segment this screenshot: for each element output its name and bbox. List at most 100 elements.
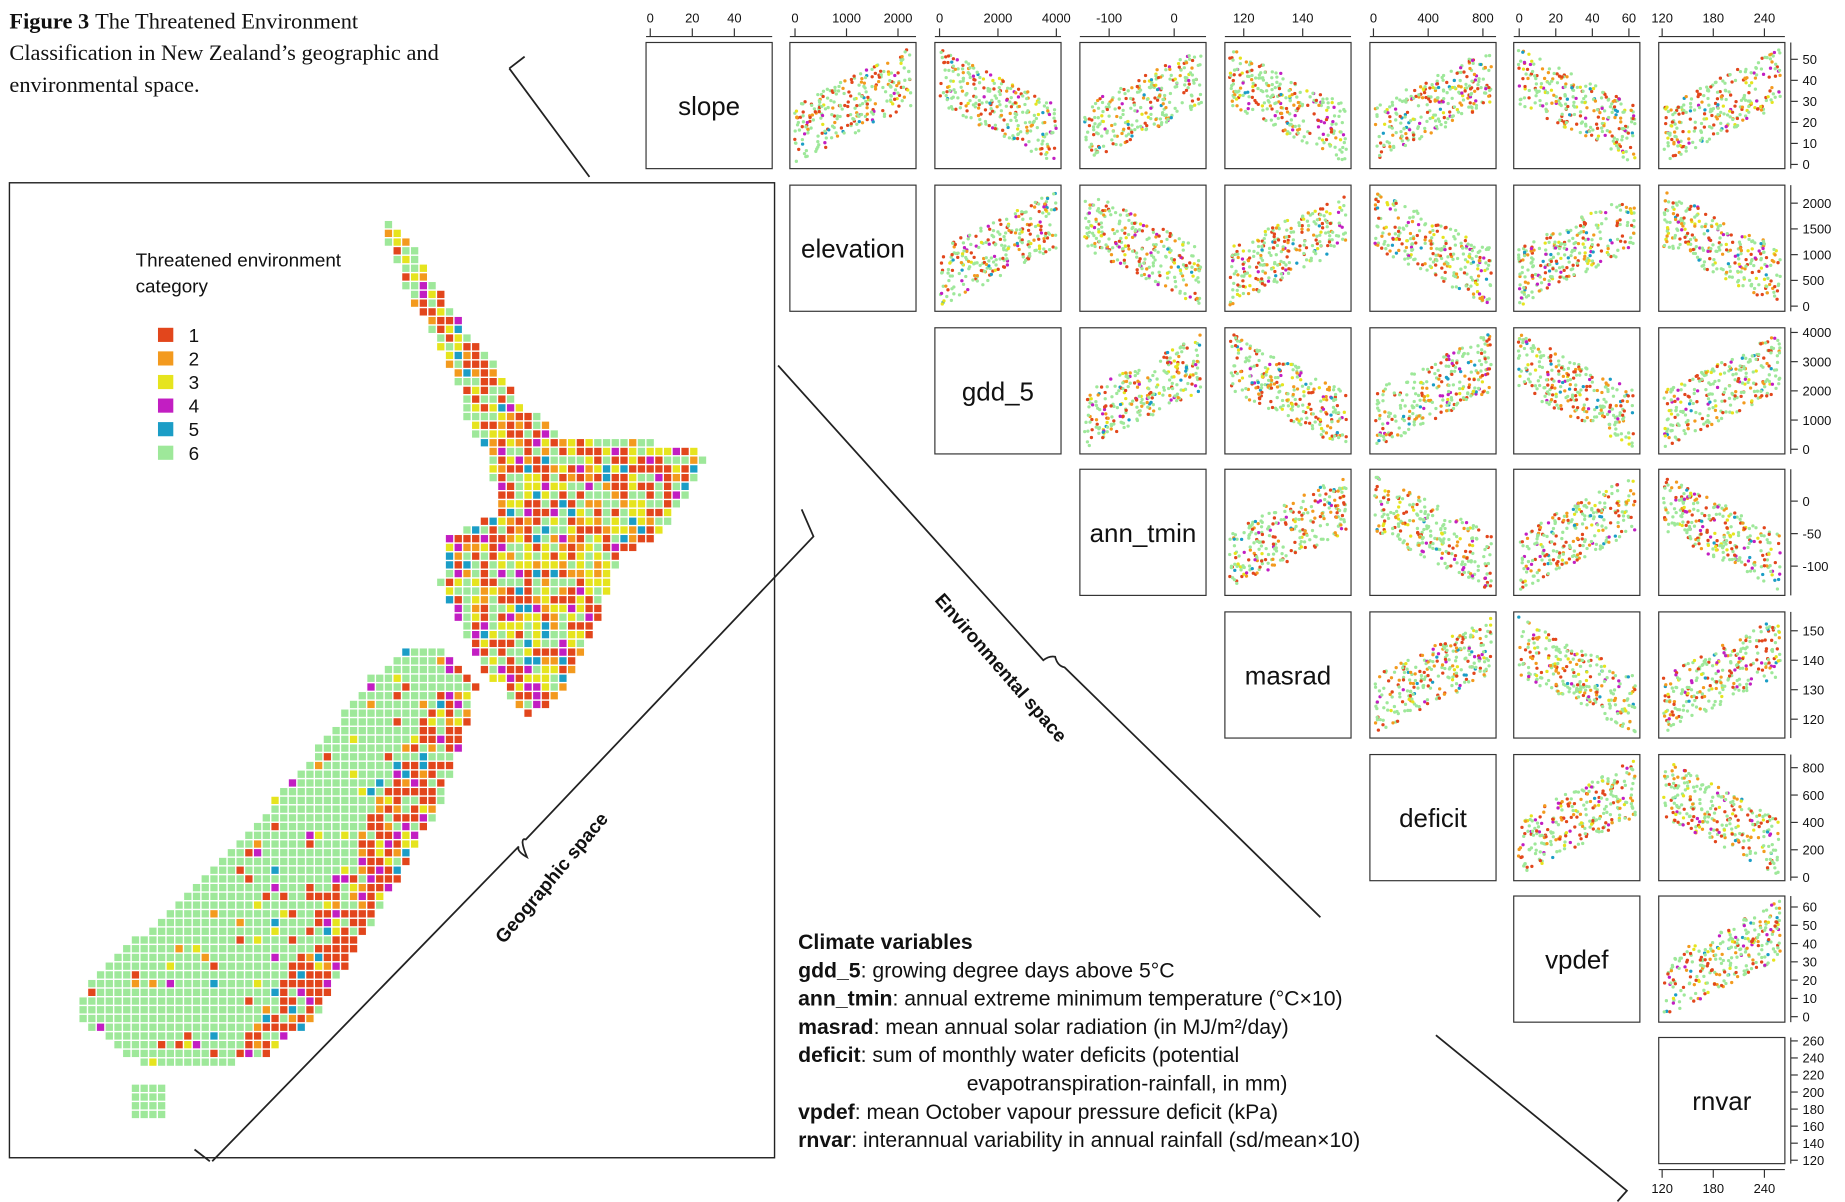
map-cell (263, 823, 270, 830)
scatter-point (1024, 121, 1027, 124)
scatter-point (1667, 200, 1670, 203)
map-cell (332, 727, 339, 734)
scatter-point (1598, 230, 1601, 233)
scatter-point (1627, 131, 1630, 134)
map-cell (263, 919, 270, 926)
map-cell (472, 413, 479, 420)
scatter-point (1317, 119, 1320, 122)
map-cell (533, 500, 540, 507)
scatter-point (902, 86, 905, 89)
map-cell (315, 779, 322, 786)
map-cell (359, 814, 366, 821)
scatter-point (1678, 121, 1681, 124)
map-cell (577, 439, 584, 446)
scatter-point (1680, 202, 1683, 205)
scatter-point (854, 131, 857, 134)
map-cell (542, 683, 549, 690)
scatter-point (1388, 115, 1391, 118)
scatter-point (1631, 134, 1634, 137)
map-cell (411, 282, 418, 289)
scatter-point (1699, 129, 1702, 132)
map-cell (332, 788, 339, 795)
map-cell (437, 317, 444, 324)
scatter-point (1185, 283, 1188, 286)
scatter-point (1726, 113, 1729, 116)
map-cell (446, 727, 453, 734)
scatter-point (1762, 73, 1765, 76)
map-cell (367, 771, 374, 778)
scatter-point (820, 105, 823, 108)
map-cell (463, 614, 470, 621)
scatter-point (1680, 222, 1683, 225)
map-cell (315, 744, 322, 751)
scatter-point (1773, 51, 1776, 54)
map-cell (280, 901, 287, 908)
scatter-point (1267, 276, 1270, 279)
map-cell (175, 1050, 182, 1057)
map-cell (542, 692, 549, 699)
scatter-point (1054, 201, 1057, 204)
scatter-point (1000, 109, 1003, 112)
map-cell (472, 387, 479, 394)
scatter-point (806, 121, 809, 124)
scatter-point (1559, 271, 1562, 274)
map-cell (332, 971, 339, 978)
map-cell (280, 1024, 287, 1031)
scatter-point (1705, 86, 1708, 89)
scatter-point (1325, 97, 1328, 100)
map-cell (577, 596, 584, 603)
map-cell (315, 989, 322, 996)
scatter-point (1476, 83, 1479, 86)
scatter-point (1706, 140, 1709, 143)
scatter-point (1033, 95, 1036, 98)
scatter-point (1267, 280, 1270, 283)
scatter-point (1231, 100, 1234, 103)
scatter-point (1376, 192, 1379, 195)
scatter-point (960, 268, 963, 271)
map-cell (489, 474, 496, 481)
map-cell (367, 814, 374, 821)
map-cell (123, 963, 130, 970)
scatter-point (1302, 252, 1305, 255)
scatter-point (823, 130, 826, 133)
map-cell (629, 448, 636, 455)
scatter-point (1289, 98, 1292, 101)
scatter-point (1140, 128, 1143, 131)
scatter-point (993, 255, 996, 258)
map-cell (254, 849, 261, 856)
scatter-point (1381, 231, 1384, 234)
map-cell (106, 997, 113, 1004)
map-cell (263, 840, 270, 847)
scatter-point (858, 92, 861, 95)
scatter-point (980, 269, 983, 272)
scatter-point (1530, 60, 1533, 63)
map-cell (341, 753, 348, 760)
map-cell (367, 710, 374, 717)
scatter-point (1326, 244, 1329, 247)
map-cell (498, 448, 505, 455)
map-cell (690, 457, 697, 464)
scatter-point (1325, 118, 1328, 121)
scatter-point (1331, 101, 1334, 104)
map-cell (324, 980, 331, 987)
scatter-point (952, 57, 955, 60)
map-cell (585, 596, 592, 603)
map-cell (298, 971, 305, 978)
scatter-point (1687, 142, 1690, 145)
map-cell (559, 579, 566, 586)
map-cell (411, 710, 418, 717)
scatter-point (1585, 231, 1588, 234)
scatter-point (1395, 202, 1398, 205)
scatter-point (1293, 92, 1296, 95)
scatter-point (1694, 126, 1697, 129)
scatter-point (1625, 150, 1628, 153)
map-cell (603, 457, 610, 464)
scatter-point (1281, 267, 1284, 270)
map-cell (376, 727, 383, 734)
scatter-point (1472, 292, 1475, 295)
scatter-point (1544, 271, 1547, 274)
map-cell (481, 587, 488, 594)
scatter-point (1159, 117, 1162, 120)
map-cell (175, 954, 182, 961)
scatter-point (1399, 115, 1402, 118)
